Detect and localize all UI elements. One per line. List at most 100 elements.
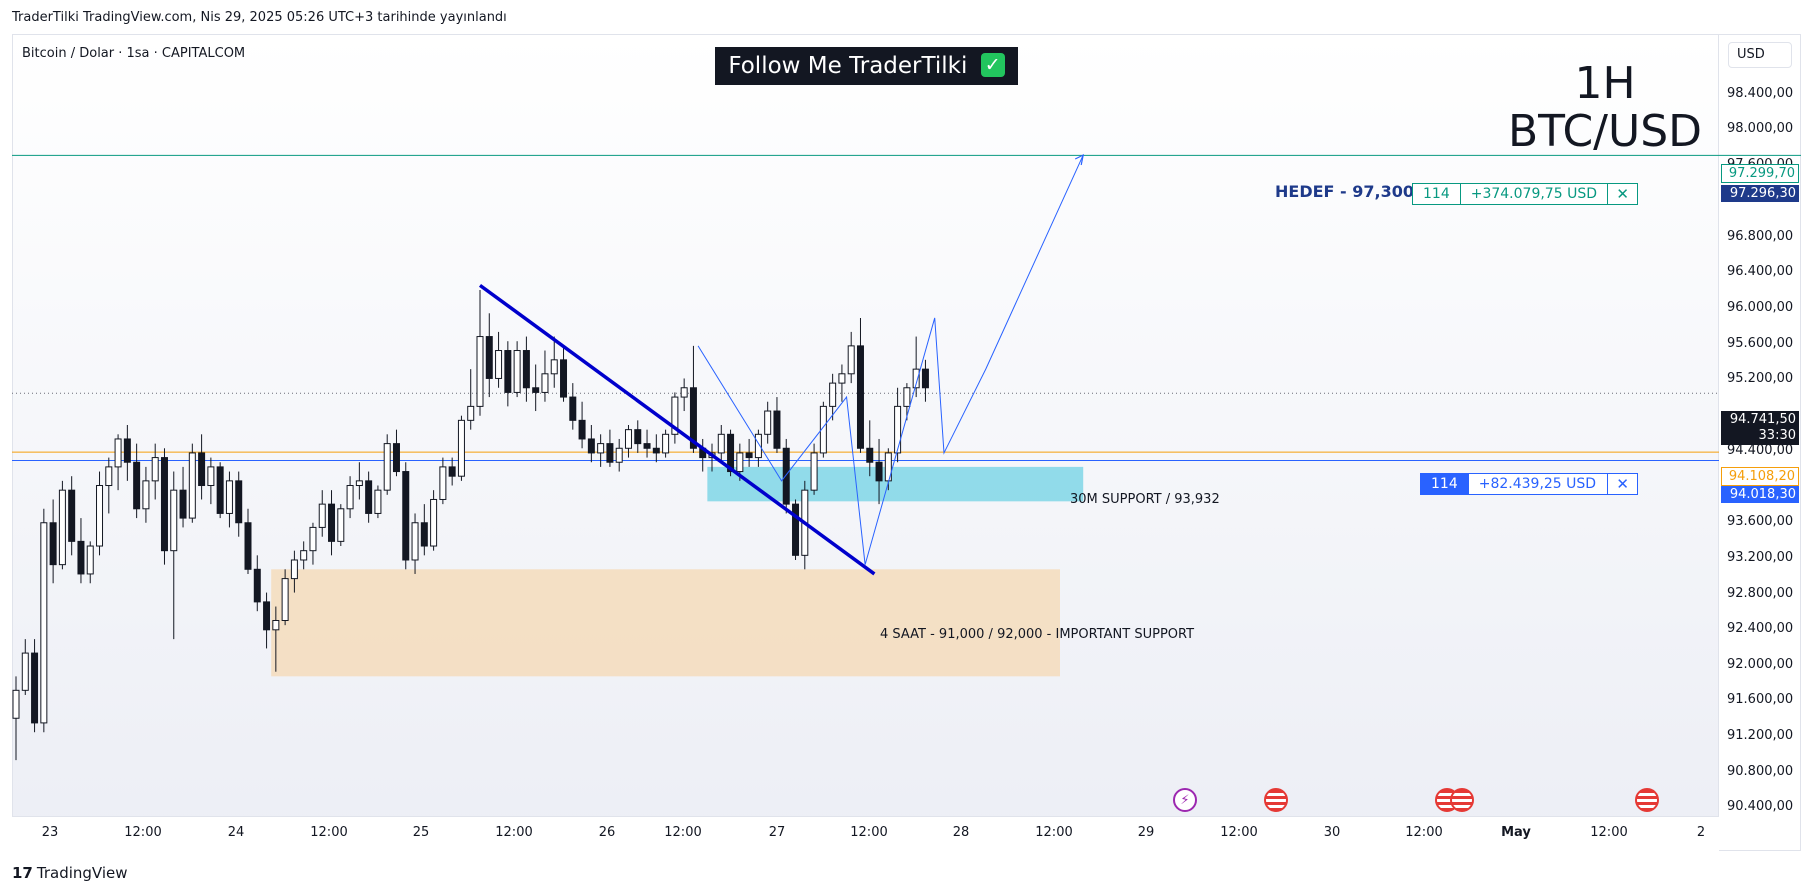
lightning-icon[interactable]: ⚡ <box>1173 788 1197 812</box>
tradingview-mark-icon: 17 <box>12 864 33 882</box>
candle-body <box>133 461 141 510</box>
candle-body <box>903 387 911 407</box>
time-tick: 30 <box>1323 825 1341 840</box>
time-tick: 12:00 <box>850 825 888 840</box>
time-tick: 12:00 <box>1220 825 1258 840</box>
time-tick: 23 <box>41 825 59 840</box>
candle-body <box>263 601 271 631</box>
candle-body <box>420 522 428 547</box>
candle-body <box>912 368 920 389</box>
candle-body <box>587 438 595 454</box>
candle-body <box>402 471 410 561</box>
candle-body <box>560 359 568 398</box>
last-price-value: 94.741,50 <box>1729 412 1796 427</box>
candle-body <box>281 578 289 621</box>
target-order-value: +374.079,75 USD <box>1470 186 1597 202</box>
candle-body <box>142 480 150 510</box>
candle-body <box>773 410 781 449</box>
candle-body <box>792 503 800 556</box>
candle-body <box>866 447 874 463</box>
candle-body <box>40 522 48 724</box>
candle-body <box>652 447 660 454</box>
candle-body <box>856 345 864 449</box>
candle-body <box>615 447 623 463</box>
falling-trendline <box>478 283 876 576</box>
target-order-close-icon[interactable]: ✕ <box>1607 184 1637 204</box>
time-axis[interactable] <box>12 816 1719 852</box>
chart-pane[interactable] <box>12 34 1719 851</box>
tradingview-logo[interactable]: 17 TradingView <box>12 864 128 882</box>
time-tick: 12:00 <box>1405 825 1443 840</box>
support-30m-zone <box>707 466 1084 502</box>
time-tick: 12:00 <box>664 825 702 840</box>
candle-body <box>847 345 855 375</box>
candle-body <box>309 526 317 552</box>
title-pair: BTC/USD <box>1507 106 1703 157</box>
candle-body <box>49 522 57 566</box>
candle-body <box>346 485 354 510</box>
candle-body <box>578 419 586 440</box>
symbol-legend[interactable]: Bitcoin / Dolar · 1sa · CAPITALCOM <box>22 46 246 61</box>
candle-body <box>522 350 530 389</box>
us-flag-icon[interactable] <box>1450 788 1474 812</box>
price-tick: 92.400,00 <box>1727 621 1794 636</box>
candle-body <box>727 433 735 473</box>
time-tick: 24 <box>227 825 245 840</box>
candle-body <box>105 466 113 487</box>
price-tick: 93.600,00 <box>1727 514 1794 529</box>
time-tick: 12:00 <box>124 825 162 840</box>
candle-body <box>12 689 20 719</box>
position-order-value: +82.439,25 USD <box>1478 476 1597 492</box>
price-tick: 96.800,00 <box>1727 229 1794 244</box>
published-info: TraderTilki TradingView.com, Nis 29, 202… <box>12 10 507 25</box>
target-order-qty: 114 <box>1413 184 1461 204</box>
candle-body <box>457 419 465 477</box>
title-timeframe: 1H <box>1574 58 1636 109</box>
candle-body <box>198 452 206 487</box>
candle-body <box>717 433 725 454</box>
candle-body <box>634 429 642 445</box>
candle-body <box>235 480 243 524</box>
time-tick: 12:00 <box>310 825 348 840</box>
position-order-close-icon[interactable]: ✕ <box>1607 474 1637 494</box>
candle-body <box>244 522 252 570</box>
candle-body <box>819 405 827 454</box>
chart-title: 1H BTC/USD <box>1500 60 1710 156</box>
candle-body <box>680 387 688 398</box>
price-tick: 91.200,00 <box>1727 728 1794 743</box>
support-4h-zone <box>271 569 1060 677</box>
candle-body <box>439 466 447 500</box>
time-tick: 12:00 <box>495 825 533 840</box>
candle-body <box>300 550 308 561</box>
position-order[interactable]: 114 +82.439,25 USD ✕ <box>1420 473 1638 495</box>
candle-body <box>430 498 438 547</box>
currency-button[interactable]: USD <box>1728 42 1792 68</box>
time-tick: 29 <box>1137 825 1155 840</box>
target-order[interactable]: 114 +374.079,75 USD ✕ <box>1412 183 1638 205</box>
price-tick: 92.000,00 <box>1727 657 1794 672</box>
projection-arrowhead <box>1074 153 1085 166</box>
us-flag-icon[interactable] <box>1264 788 1288 812</box>
candle-body <box>736 452 744 473</box>
price-tick: 98.400,00 <box>1727 86 1794 101</box>
candle-body <box>921 368 929 389</box>
follow-banner: Follow Me TraderTilki ✓ <box>715 47 1018 85</box>
candle-body <box>58 489 66 566</box>
price-tick: 92.800,00 <box>1727 586 1794 601</box>
time-tick: 12:00 <box>1035 825 1073 840</box>
candle-body <box>532 387 540 393</box>
entry-price-badge: 94.108,20 <box>1721 467 1799 486</box>
candle-body <box>624 429 632 449</box>
candle-body <box>764 410 772 435</box>
candle-body <box>318 503 326 528</box>
us-flag-icon[interactable] <box>1635 788 1659 812</box>
tradingview-logo-text: TradingView <box>36 864 128 882</box>
time-tick: 25 <box>412 825 430 840</box>
candle-body <box>597 443 605 454</box>
candle-body <box>188 452 196 519</box>
candle-body <box>662 433 670 454</box>
candle-body <box>207 466 215 487</box>
candle-body <box>151 457 159 482</box>
candle-body <box>170 489 178 552</box>
candle-body <box>606 443 614 463</box>
